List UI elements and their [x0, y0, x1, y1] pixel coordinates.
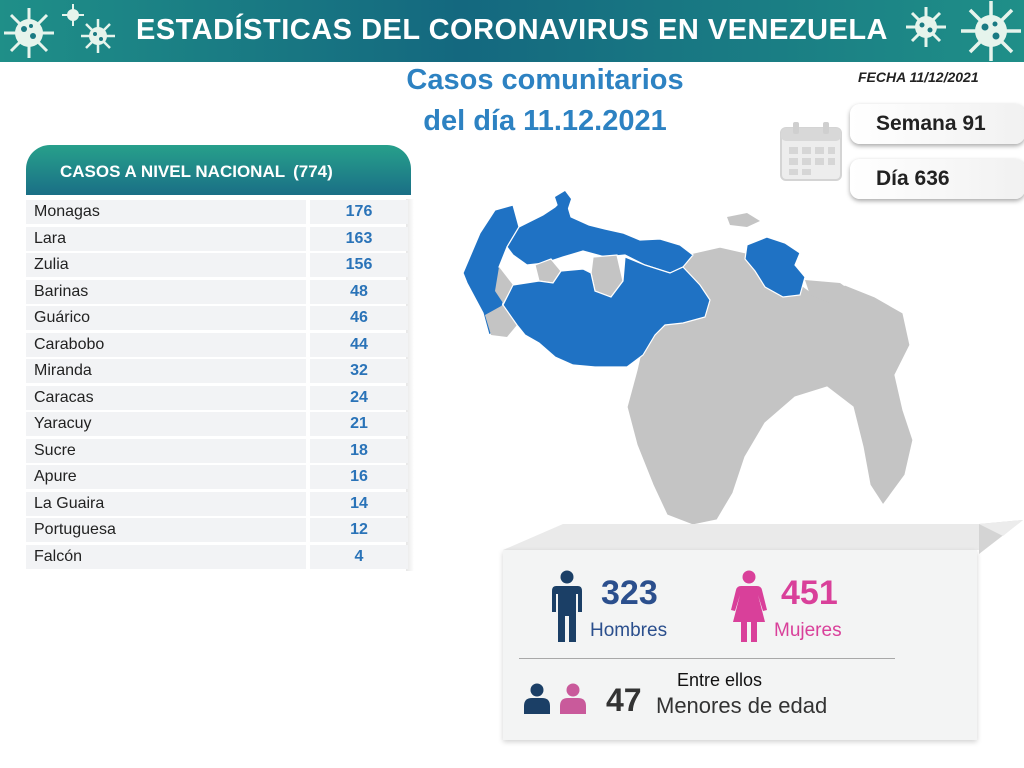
state-name: Miranda: [26, 359, 306, 383]
male-count: 323: [601, 574, 658, 612]
table-header: CASOS A NIVEL NACIONAL (774): [26, 145, 411, 195]
calendar-icon: [780, 122, 842, 181]
state-cases: 14: [310, 491, 408, 516]
map-region-other: [805, 280, 860, 303]
table-row: Sucre 18: [26, 438, 411, 465]
banner-title: ESTADÍSTICAS DEL CORONAVIRUS EN VENEZUEL…: [135, 14, 888, 46]
state-name: La Guaira: [26, 491, 306, 516]
map-region-east: [744, 236, 806, 298]
state-name: Monagas: [26, 200, 306, 224]
state-cases: 163: [310, 226, 408, 251]
day-badge: Día 636: [850, 159, 1024, 199]
state-cases: 156: [310, 253, 408, 277]
male-label: Hombres: [590, 620, 668, 641]
table-row: Guárico 46: [26, 305, 411, 332]
table-title: CASOS A NIVEL NACIONAL: [60, 162, 286, 181]
table-row: Falcón 4: [26, 544, 411, 571]
table-shadow: [406, 199, 414, 571]
state-name: Falcón: [26, 544, 306, 569]
map-region-llanos: [502, 256, 711, 368]
state-cases: 4: [310, 544, 408, 569]
state-cases: 12: [310, 518, 408, 542]
table-row: Lara 163: [26, 226, 411, 253]
map-region-other: [485, 305, 517, 337]
state-cases: 16: [310, 465, 408, 489]
state-name: Barinas: [26, 279, 306, 304]
children-icon: [524, 683, 586, 714]
female-count: 451: [781, 574, 838, 612]
female-icon: [731, 570, 767, 642]
header-banner: ESTADÍSTICAS DEL CORONAVIRUS EN VENEZUEL…: [0, 0, 1024, 62]
minors-label: Menores de edad: [656, 693, 828, 718]
virus-icon: [4, 8, 54, 58]
state-name: Guárico: [26, 306, 306, 330]
male-icon: [552, 570, 582, 642]
table-row: La Guaira 14: [26, 491, 411, 518]
state-cases: 48: [310, 279, 408, 304]
state-cases: 44: [310, 332, 408, 357]
table-rows: Monagas 176 Lara 163 Zulia 156 Barinas 48 Gu…: [26, 199, 411, 570]
state-name: Portuguesa: [26, 518, 306, 542]
national-cases-table: CASOS A NIVEL NACIONAL (774) Monagas 176 L…: [26, 145, 414, 575]
table-row: Monagas 176: [26, 199, 411, 226]
subtitle-line1: Casos comunitarios: [406, 64, 684, 96]
state-cases: 18: [310, 438, 408, 463]
state-name: Sucre: [26, 438, 306, 463]
state-cases: 24: [310, 385, 408, 410]
virus-icon: [906, 7, 946, 47]
virus-icon: [961, 1, 1021, 61]
report-date: FECHA 11/12/2021: [858, 69, 979, 85]
state-cases: 46: [310, 306, 408, 330]
female-label: Mujeres: [774, 620, 842, 641]
table-row: Caracas 24: [26, 385, 411, 412]
table-row: Carabobo 44: [26, 332, 411, 359]
virus-icon: [81, 19, 115, 53]
table-total: (774): [293, 162, 333, 181]
stats-divider: [519, 658, 895, 659]
state-cases: 176: [310, 200, 408, 224]
state-name: Lara: [26, 226, 306, 251]
table-row: Yaracuy 21: [26, 411, 411, 438]
state-name: Apure: [26, 465, 306, 489]
virus-icon: [62, 4, 84, 26]
state-cases: 21: [310, 412, 408, 436]
state-name: Yaracuy: [26, 412, 306, 436]
table-row: Apure 16: [26, 464, 411, 491]
state-cases: 32: [310, 359, 408, 383]
state-name: Carabobo: [26, 332, 306, 357]
subtitle-line2: del día 11.12.2021: [423, 105, 667, 137]
table-row: Miranda 32: [26, 358, 411, 385]
map-region-falcon: [555, 191, 571, 211]
minors-count: 47: [606, 682, 642, 718]
stats-card: 323 Hombres 451 Mujeres Entre ellos 47 M…: [503, 550, 977, 740]
table-row: Portuguesa 12: [26, 517, 411, 544]
week-badge: Semana 91: [850, 104, 1024, 144]
map-region-other: [495, 267, 513, 303]
state-name: Caracas: [26, 385, 306, 410]
table-row: Barinas 48: [26, 279, 411, 306]
state-name: Zulia: [26, 253, 306, 277]
map-region-other: [727, 213, 760, 227]
table-row: Zulia 156: [26, 252, 411, 279]
venezuela-map: [462, 191, 914, 526]
pedestal: [503, 520, 1023, 554]
entre-ellos-label: Entre ellos: [677, 670, 763, 690]
